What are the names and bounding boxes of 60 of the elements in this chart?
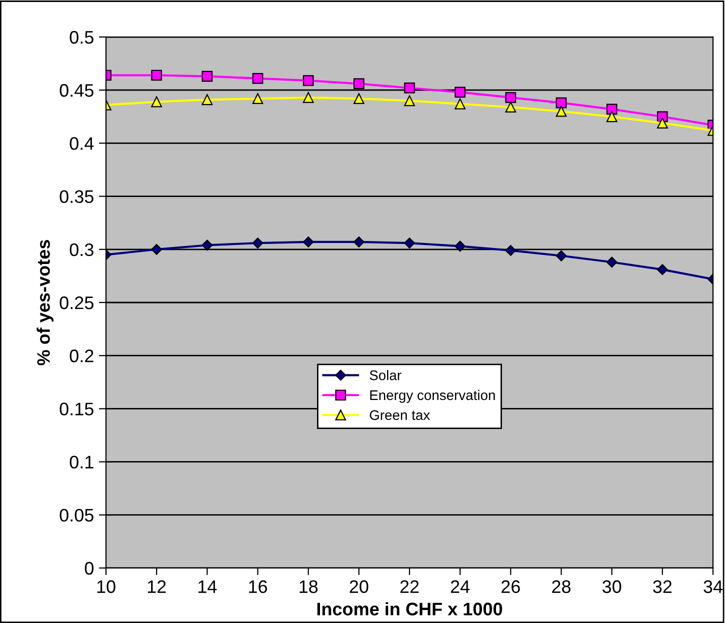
point <box>454 86 466 98</box>
point <box>252 238 264 248</box>
x-tick-label: 34 <box>704 580 723 594</box>
point <box>252 73 264 84</box>
y-tick-label: 0.5 <box>70 30 94 44</box>
point <box>556 250 567 262</box>
y-tick-label: 0 <box>84 562 94 575</box>
point <box>404 238 415 248</box>
x-tick-label: 30 <box>602 580 622 594</box>
x-tick-label: 18 <box>300 580 318 594</box>
x-tick-label: 10 <box>97 580 116 594</box>
point <box>404 82 415 94</box>
x-tick-label: 14 <box>198 580 217 593</box>
point <box>606 111 618 122</box>
point <box>454 240 466 252</box>
x-tick-label: 28 <box>552 580 571 594</box>
point <box>202 70 213 82</box>
point <box>657 118 668 128</box>
x-axis-title: Income in CHF x 1000 <box>317 602 502 616</box>
y-tick-label: 0.25 <box>60 296 94 310</box>
point <box>556 97 567 108</box>
point <box>354 93 364 104</box>
point <box>202 94 213 106</box>
y-tick-label: 0.35 <box>60 190 94 204</box>
point <box>353 236 364 248</box>
point <box>556 106 567 117</box>
x-tick-label: 26 <box>502 580 520 594</box>
point <box>505 244 516 256</box>
point <box>302 236 314 248</box>
point <box>151 70 162 81</box>
x-tick-label: 12 <box>148 580 166 593</box>
x-tick-label: 32 <box>653 580 672 594</box>
point <box>151 244 162 255</box>
y-tick-label: 0.4 <box>70 137 94 150</box>
point <box>606 256 618 268</box>
point <box>454 98 466 110</box>
point <box>302 92 314 103</box>
x-tick-label: 22 <box>400 580 419 593</box>
y-tick-label: 0.1 <box>70 456 94 469</box>
legend-label: Solar <box>370 370 402 380</box>
point <box>252 93 264 104</box>
legend-label: Green tax <box>370 410 430 420</box>
point <box>354 78 364 90</box>
point <box>302 75 314 86</box>
point <box>404 95 415 106</box>
point <box>656 264 668 276</box>
point <box>505 92 516 103</box>
point <box>202 240 213 251</box>
y-tick-label: 0.45 <box>60 84 94 97</box>
y-tick-label: 0.15 <box>60 402 94 416</box>
legend-label: Energy conservation <box>370 390 495 403</box>
y-tick-label: 0.2 <box>70 350 94 362</box>
y-axis-title: % of yes-votes <box>36 240 54 366</box>
y-tick-label: 0.05 <box>60 508 94 522</box>
point <box>505 102 516 113</box>
x-tick-label: 20 <box>350 580 368 594</box>
point <box>151 96 162 108</box>
y-tick-label: 0.3 <box>70 243 94 256</box>
x-tick-label: 24 <box>450 580 470 593</box>
x-tick-label: 16 <box>249 580 267 594</box>
